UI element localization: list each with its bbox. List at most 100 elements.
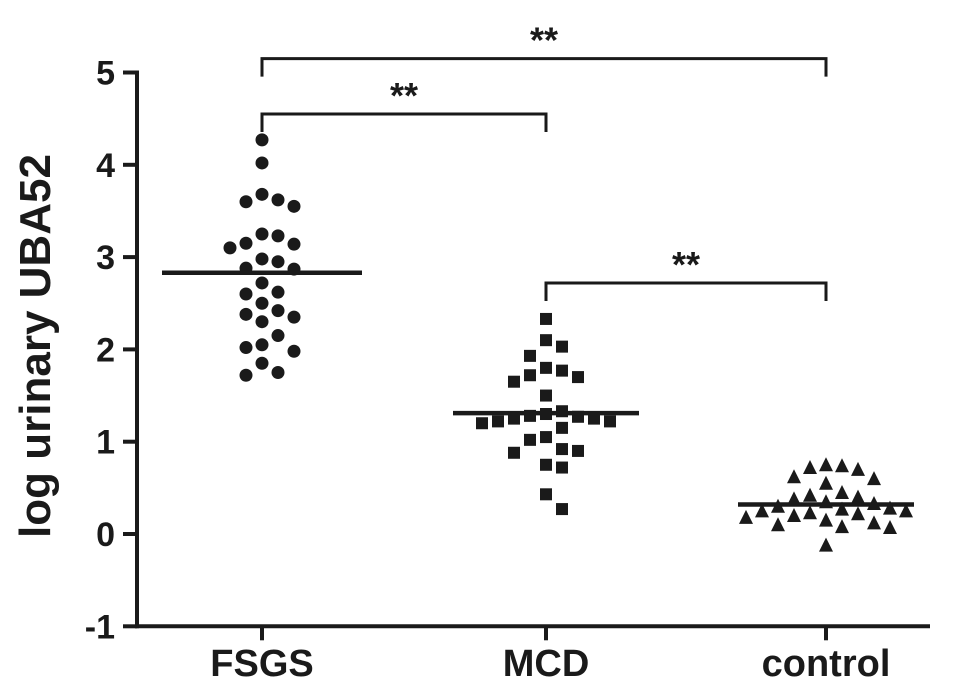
mcd-point	[476, 417, 488, 430]
control-point	[819, 537, 833, 552]
y-tick-label: 0	[96, 516, 115, 554]
control-point	[755, 503, 769, 518]
control-point	[819, 475, 833, 490]
control-point	[883, 520, 897, 535]
fsgs-point	[255, 315, 269, 329]
y-tick-label: 5	[96, 55, 115, 93]
x-category-labels: FSGS MCD control	[210, 626, 890, 685]
significance-bracket	[544, 281, 828, 301]
control-point	[835, 501, 849, 516]
significance-label: **	[530, 20, 558, 61]
x-category-label: control	[762, 643, 891, 685]
mcd-point	[524, 349, 536, 362]
mcd-point	[572, 371, 584, 384]
significance-brackets: ** ** **	[260, 20, 828, 301]
mcd-point	[508, 412, 520, 425]
fsgs-point	[255, 296, 269, 310]
mcd-point	[524, 433, 536, 446]
mcd-point	[508, 375, 520, 388]
mean-lines	[162, 270, 914, 507]
fsgs-point	[239, 341, 253, 355]
x-category-label: FSGS	[210, 643, 313, 685]
y-tick-label: 1	[96, 424, 115, 462]
mcd-point	[540, 389, 552, 402]
fsgs-point	[239, 236, 253, 250]
fsgs-point	[287, 344, 301, 358]
mcd-point	[540, 488, 552, 501]
mcd-point	[540, 334, 552, 347]
x-category-label: MCD	[503, 643, 590, 685]
fsgs-point	[239, 368, 253, 382]
mcd-point	[572, 444, 584, 457]
mcd-point	[540, 361, 552, 374]
mcd-point	[604, 415, 616, 428]
fsgs-point	[255, 187, 269, 201]
y-ticks: -1 0 1 2 3 4 5	[85, 55, 137, 646]
fsgs-point	[287, 199, 301, 213]
mcd-point	[492, 415, 504, 428]
control-point	[819, 457, 833, 472]
axes	[135, 70, 930, 629]
control-point	[787, 508, 801, 523]
fsgs-point	[271, 285, 285, 299]
data-points	[223, 133, 913, 552]
mcd-point	[556, 364, 568, 377]
fsgs-point	[239, 287, 253, 301]
control-point	[771, 517, 785, 532]
mcd-point	[588, 412, 600, 425]
mcd-point	[556, 461, 568, 474]
fsgs-point	[255, 338, 269, 352]
mcd-point	[508, 446, 520, 459]
mcd-point	[556, 503, 568, 516]
fsgs-point	[271, 365, 285, 379]
fsgs-point	[223, 241, 237, 255]
y-tick-label: 2	[96, 331, 115, 369]
control-point	[835, 519, 849, 534]
control-point	[835, 484, 849, 499]
control-point	[851, 461, 865, 476]
control-point	[899, 503, 913, 518]
mcd-point	[556, 340, 568, 353]
mcd-point	[556, 421, 568, 434]
significance-bracket	[260, 57, 828, 77]
control-point	[739, 509, 753, 524]
control-point	[787, 469, 801, 484]
y-axis-label: log urinary UBA52	[11, 154, 60, 538]
fsgs-point	[271, 329, 285, 343]
control-point	[851, 506, 865, 521]
fsgs-point	[287, 310, 301, 324]
significance-label: **	[672, 244, 700, 285]
control-point	[867, 471, 881, 486]
y-tick-label: 3	[96, 239, 115, 277]
y-tick-label: -1	[85, 608, 115, 646]
fsgs-point	[271, 193, 285, 207]
fsgs-point	[255, 156, 269, 170]
fsgs-point	[255, 252, 269, 266]
fsgs-point	[239, 195, 253, 209]
control-point	[803, 487, 817, 502]
significance-bracket	[260, 112, 548, 133]
y-tick-label: 4	[96, 147, 115, 185]
fsgs-point	[271, 255, 285, 269]
control-point	[867, 515, 881, 530]
mcd-point	[540, 312, 552, 325]
control-point	[883, 500, 897, 515]
fsgs-point	[255, 133, 269, 147]
control-point	[851, 489, 865, 504]
fsgs-point	[271, 229, 285, 243]
fsgs-point	[255, 276, 269, 290]
control-point	[787, 491, 801, 506]
mcd-point	[524, 369, 536, 382]
fsgs-point	[255, 227, 269, 241]
mcd-point	[540, 431, 552, 444]
mcd-point	[556, 443, 568, 456]
fsgs-point	[287, 237, 301, 251]
control-point	[803, 505, 817, 520]
fsgs-point	[255, 356, 269, 370]
fsgs-point	[239, 307, 253, 321]
fsgs-point	[271, 304, 285, 318]
significance-label: **	[390, 75, 418, 116]
control-point	[819, 512, 833, 527]
control-point	[835, 458, 849, 473]
